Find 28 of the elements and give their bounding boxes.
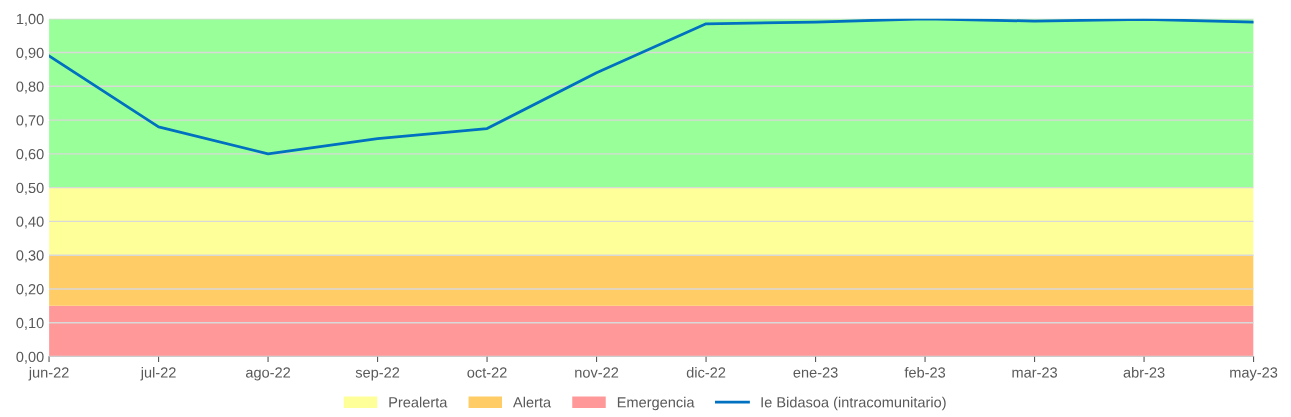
x-tick-label: ago-22 bbox=[245, 367, 291, 381]
y-tick-label: 1,00 bbox=[16, 13, 44, 26]
x-tick-label: feb-23 bbox=[904, 366, 946, 378]
line-series bbox=[49, 18, 1254, 156]
x-tick-label: nov-22 bbox=[575, 367, 619, 378]
y-tick-label: 0,40 bbox=[16, 216, 44, 229]
legend-label: Alerta bbox=[513, 396, 552, 408]
x-tick-label: jun-22 bbox=[28, 366, 69, 381]
x-tick-label: abr-23 bbox=[1123, 366, 1165, 378]
y-tick-label: 0,10 bbox=[16, 317, 44, 330]
legend-label: Prealerta bbox=[389, 396, 448, 408]
x-tick-label: jul-22 bbox=[140, 366, 176, 381]
x-tick-label: ene-23 bbox=[793, 367, 838, 378]
y-tick-label: 0,30 bbox=[16, 250, 44, 263]
legend-label: Emergencia bbox=[617, 396, 695, 411]
y-tick-label: 0,80 bbox=[16, 81, 44, 94]
y-tick-label: 0,20 bbox=[16, 284, 44, 297]
x-tick-label: dic-22 bbox=[686, 366, 726, 378]
y-tick-label: 0,90 bbox=[16, 47, 44, 60]
y-tick-label: 0,70 bbox=[16, 115, 44, 128]
x-tick-label: sep-22 bbox=[355, 367, 400, 381]
y-tick-label: 0,00 bbox=[16, 351, 44, 364]
y-tick-label: 0,50 bbox=[16, 182, 44, 195]
x-tick-label: mar-23 bbox=[1012, 367, 1058, 378]
y-tick-label: 0,60 bbox=[16, 148, 44, 162]
legend-label: Ie Bidasoa (intracomunitario) bbox=[761, 396, 946, 411]
x-tick-label: may-23 bbox=[1230, 367, 1278, 381]
x-tick-label: oct-22 bbox=[467, 367, 507, 378]
